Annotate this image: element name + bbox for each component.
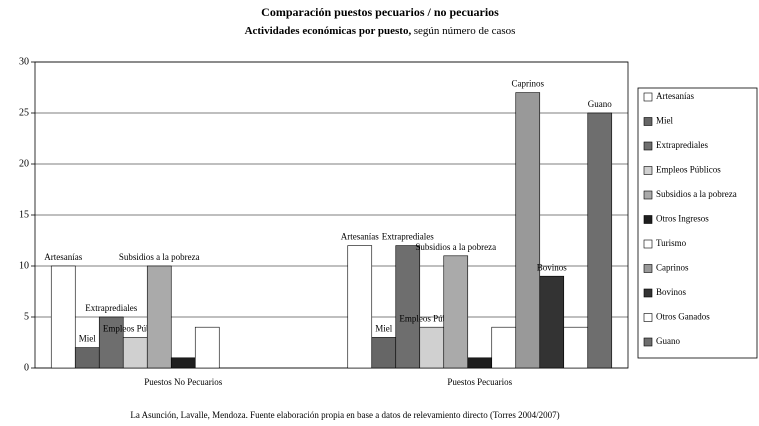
subtitle-bold: Actividades económicas por puesto, xyxy=(245,25,412,37)
bar xyxy=(74,347,100,369)
subtitle-rest: según número de casos xyxy=(414,25,516,37)
x-tick-label: Puestos Pecuarios xyxy=(447,377,512,387)
bar xyxy=(170,357,196,369)
bar xyxy=(491,326,517,369)
data-label: Guano xyxy=(588,99,612,109)
data-label: Miel xyxy=(79,334,96,344)
bar xyxy=(50,265,76,369)
data-label: Bovinos xyxy=(537,262,568,272)
legend-swatch xyxy=(643,166,653,175)
bar xyxy=(347,245,373,369)
bar xyxy=(443,255,469,369)
legend-swatch xyxy=(643,190,653,200)
legend-label: Miel xyxy=(656,116,673,126)
data-label: Empleos Públicos xyxy=(399,313,464,323)
legend-label: Empleos Públicos xyxy=(656,165,721,175)
legend-swatch xyxy=(643,117,653,126)
bar xyxy=(122,337,148,369)
legend-swatch xyxy=(643,239,653,249)
y-tick-label: 0 xyxy=(24,362,29,373)
bar xyxy=(515,92,541,369)
chart-title: Comparación puestos pecuarios / no pecua… xyxy=(261,5,499,19)
data-label: Extraprediales xyxy=(382,232,434,242)
bar xyxy=(371,337,397,369)
bar xyxy=(587,112,613,369)
y-tick-label: 20 xyxy=(19,158,29,169)
bar xyxy=(194,326,220,369)
data-label: Miel xyxy=(375,323,392,333)
legend-label: Otros Ganados xyxy=(656,312,710,322)
legend-label: Bovinos xyxy=(656,287,687,297)
data-label: Subsidios a la pobreza xyxy=(415,242,496,252)
bar xyxy=(467,357,493,369)
bar xyxy=(395,245,421,369)
chart-subtitle: Actividades económicas por puesto, según… xyxy=(245,25,516,37)
legend-label: Turismo xyxy=(656,238,687,248)
legend-label: Artesanías xyxy=(656,91,694,101)
y-tick-label: 25 xyxy=(19,107,29,118)
y-tick-label: 15 xyxy=(19,209,29,220)
data-label: Artesanías xyxy=(341,232,379,242)
legend-label: Caprinos xyxy=(656,263,689,273)
legend-swatch xyxy=(643,215,653,224)
legend-label: Guano xyxy=(656,336,680,346)
data-label: Caprinos xyxy=(512,79,545,89)
y-tick-label: 5 xyxy=(24,311,29,322)
bar xyxy=(539,275,565,369)
legend-swatch xyxy=(643,288,653,298)
legend-box xyxy=(637,87,758,359)
legend-swatch xyxy=(643,141,653,151)
legend-swatch xyxy=(643,337,653,347)
bar xyxy=(146,265,172,369)
data-label: Artesanías xyxy=(44,252,82,262)
y-tick-label: 30 xyxy=(19,56,29,67)
y-tick-label: 10 xyxy=(19,260,29,271)
legend-swatch xyxy=(643,313,653,322)
legend-label: Otros Ingresos xyxy=(656,214,709,224)
bar xyxy=(563,326,589,369)
data-label: Extraprediales xyxy=(85,303,137,313)
data-label: Empleos Públicos xyxy=(103,323,168,333)
legend-label: Subsidios a la pobreza xyxy=(656,189,737,199)
data-label: Subsidios a la pobreza xyxy=(119,252,200,262)
legend-swatch xyxy=(643,264,653,273)
bar xyxy=(419,326,445,369)
legend-label: Extraprediales xyxy=(656,140,708,150)
footer: La Asunción, Lavalle, Mendoza. Fuente el… xyxy=(130,410,559,420)
legend-swatch xyxy=(643,92,653,102)
x-tick-label: Puestos No Pecuarios xyxy=(144,377,222,387)
